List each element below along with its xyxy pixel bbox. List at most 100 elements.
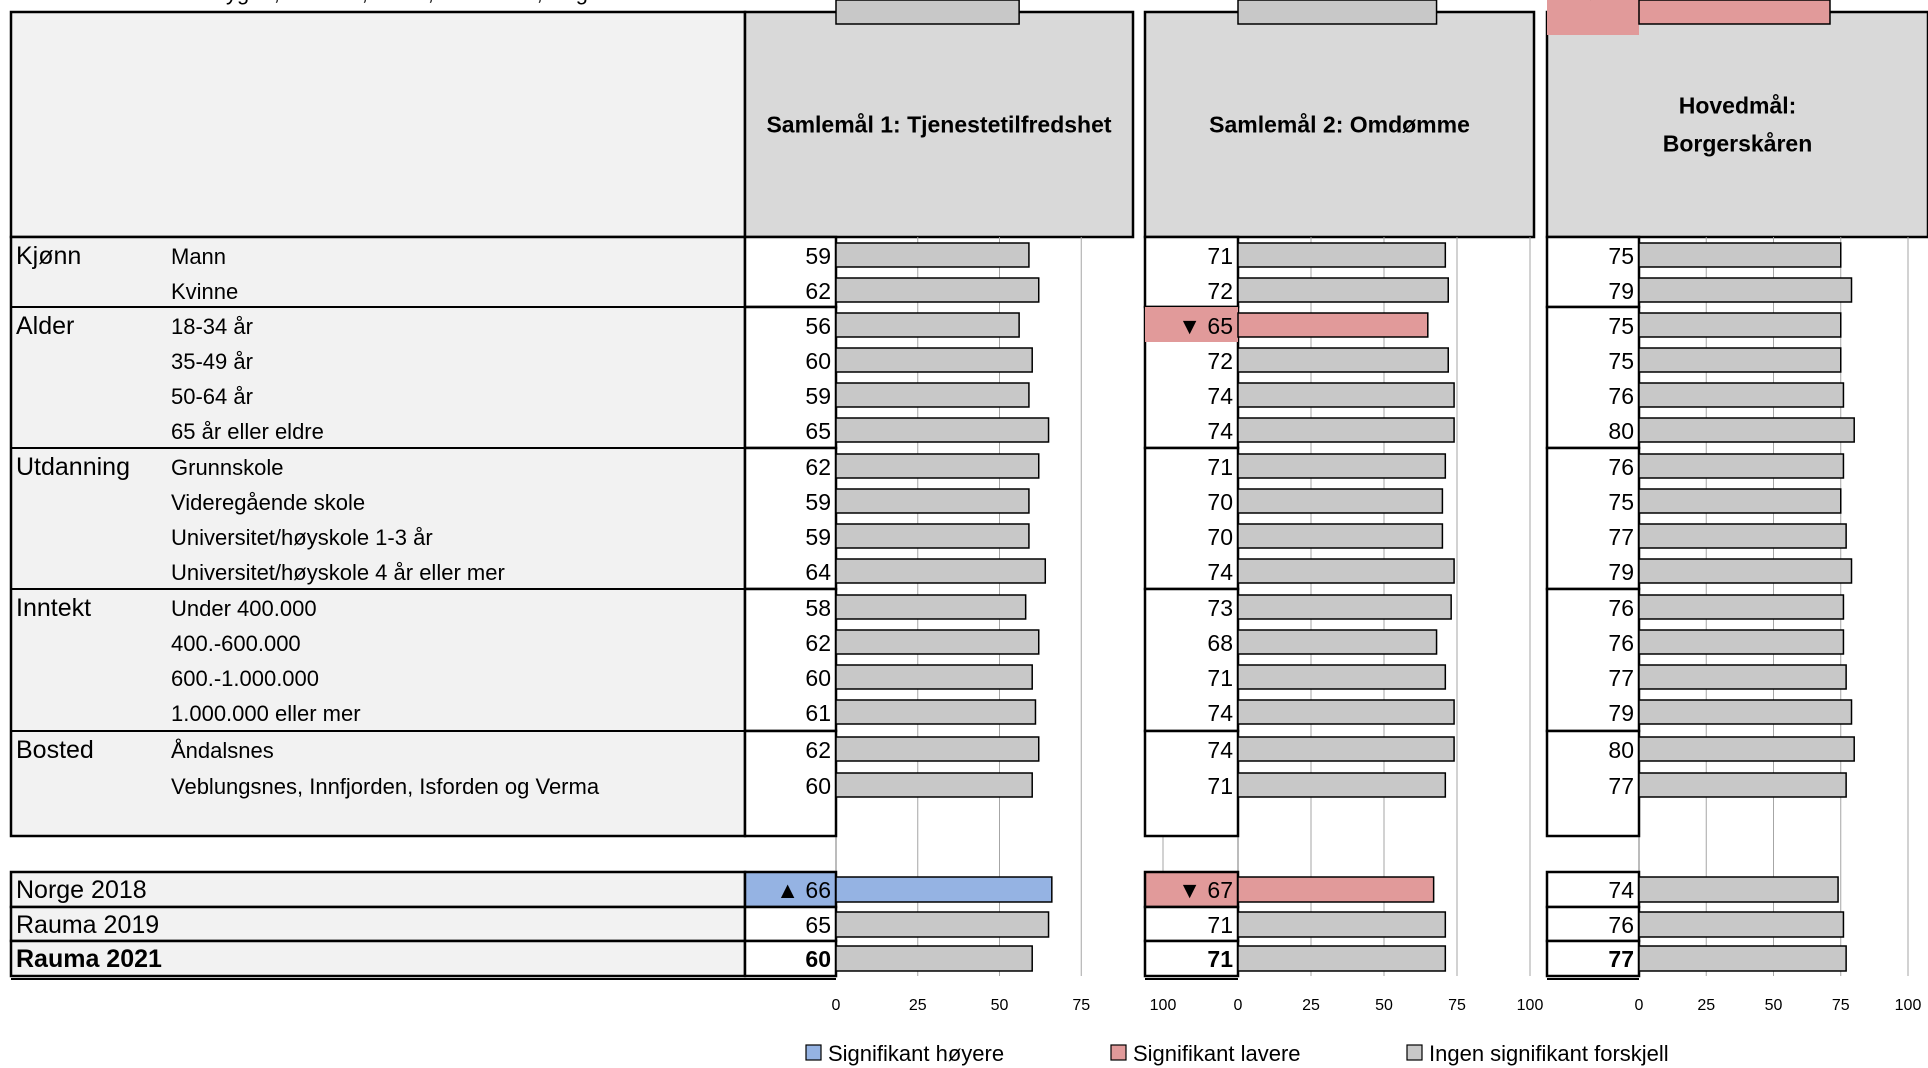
total-value-label: 71 (1207, 946, 1233, 972)
value-label: 59 (805, 489, 831, 515)
legend-label: Ingen signifikant forskjell (1429, 1041, 1669, 1066)
bar (1237, 736, 1455, 762)
panel-header (1545, 10, 1928, 239)
value-label: 62 (805, 454, 831, 480)
bar (835, 699, 1037, 725)
value-label: 72 (1207, 348, 1233, 374)
value-group-cell (743, 587, 838, 733)
bar (1237, 664, 1447, 690)
bar (1237, 347, 1449, 373)
legend-swatch (1406, 1044, 1423, 1061)
x-tick-label: 50 (1375, 997, 1393, 1014)
value-label: 79 (1608, 700, 1634, 726)
value-label: 59 (805, 383, 831, 409)
bar (1237, 242, 1447, 268)
legend-swatch (1110, 1044, 1127, 1061)
value-label: 60 (805, 665, 831, 691)
bar (1237, 488, 1444, 514)
bar (835, 453, 1040, 479)
x-tick-label: 25 (1302, 997, 1320, 1014)
bar (1638, 277, 1853, 303)
bar (1638, 558, 1853, 584)
total-value-label: 71 (1207, 912, 1233, 938)
value-label: 70 (1207, 524, 1233, 550)
value-label: 62 (805, 630, 831, 656)
value-cell-highlight (1145, 307, 1238, 342)
x-tick-label: 100 (1517, 997, 1544, 1014)
total-bar (1638, 911, 1845, 938)
value-label: 77 (1608, 665, 1634, 691)
value-group-cell (1545, 446, 1641, 591)
x-tick-label: 100 (1150, 997, 1177, 1014)
total-value-cell (1143, 870, 1240, 909)
panel-title: Samlemål 2: Omdømme (1209, 112, 1470, 138)
bar (1237, 453, 1447, 479)
bar (1638, 0, 1831, 25)
total-bar (1638, 945, 1847, 972)
legend-swatch (805, 1044, 822, 1061)
x-tick-label: 75 (1448, 997, 1466, 1014)
value-label: 60 (805, 348, 831, 374)
bar (1237, 382, 1455, 408)
x-tick-label: 75 (1072, 997, 1090, 1014)
label-header-cell (9, 10, 747, 239)
row-label: 1.000.000 eller mer (171, 701, 361, 726)
total-value-label: 77 (1608, 946, 1634, 972)
bar (1237, 0, 1438, 25)
value-label: 80 (1608, 418, 1634, 444)
value-label: 71 (1207, 243, 1233, 269)
bar (835, 417, 1050, 443)
total-bar (835, 911, 1050, 938)
row-label: 600.-1.000.000 (171, 666, 319, 691)
group-label: Bosted (16, 736, 94, 764)
bar (835, 558, 1047, 584)
bar (1638, 417, 1855, 443)
value-label: 76 (1608, 595, 1634, 621)
bar (1237, 417, 1455, 443)
total-bar (1638, 876, 1839, 903)
value-label: 56 (805, 313, 831, 339)
bar (835, 594, 1027, 620)
panel-title: Hovedmål: (1679, 93, 1797, 119)
value-label: 75 (1608, 348, 1634, 374)
total-label-cell (9, 939, 747, 978)
value-group-cell (1143, 587, 1240, 733)
total-value-label: 65 (805, 912, 831, 938)
row-label: Under 400.000 (171, 596, 317, 621)
value-label: 56 (805, 0, 831, 5)
bar (835, 772, 1033, 798)
total-value-cell (1545, 939, 1641, 978)
bar (835, 523, 1030, 549)
x-tick-label: 100 (1895, 997, 1922, 1014)
value-label: 73 (1207, 595, 1233, 621)
total-label-cell (9, 905, 747, 943)
label-body-cell (9, 235, 747, 838)
row-label: Grunnskole (171, 455, 284, 480)
bar (1237, 558, 1455, 584)
bar (1638, 453, 1845, 479)
value-label: 74 (1207, 418, 1233, 444)
value-label: 65 (805, 418, 831, 444)
row-label: 18-34 år (171, 314, 253, 339)
bar (835, 629, 1040, 655)
bar (1638, 523, 1847, 549)
bar (1237, 699, 1455, 725)
value-label: 59 (805, 524, 831, 550)
bar (835, 382, 1030, 408)
bar (1638, 488, 1842, 514)
bar (1237, 629, 1438, 655)
row-label: 50-64 år (171, 384, 253, 409)
value-label: 70 (1207, 489, 1233, 515)
x-tick-label: 0 (1635, 997, 1644, 1014)
bar (835, 347, 1033, 373)
value-group-cell (1143, 446, 1240, 591)
value-label: 77 (1608, 773, 1634, 799)
panel-title: Samlemål 1: Tjenestetilfredshet (766, 112, 1111, 138)
x-tick-label: 25 (1697, 997, 1715, 1014)
bar (1237, 523, 1444, 549)
total-bar (835, 945, 1033, 972)
bar (1638, 629, 1845, 655)
value-label: 61 (805, 700, 831, 726)
value-group-cell (1545, 305, 1641, 450)
